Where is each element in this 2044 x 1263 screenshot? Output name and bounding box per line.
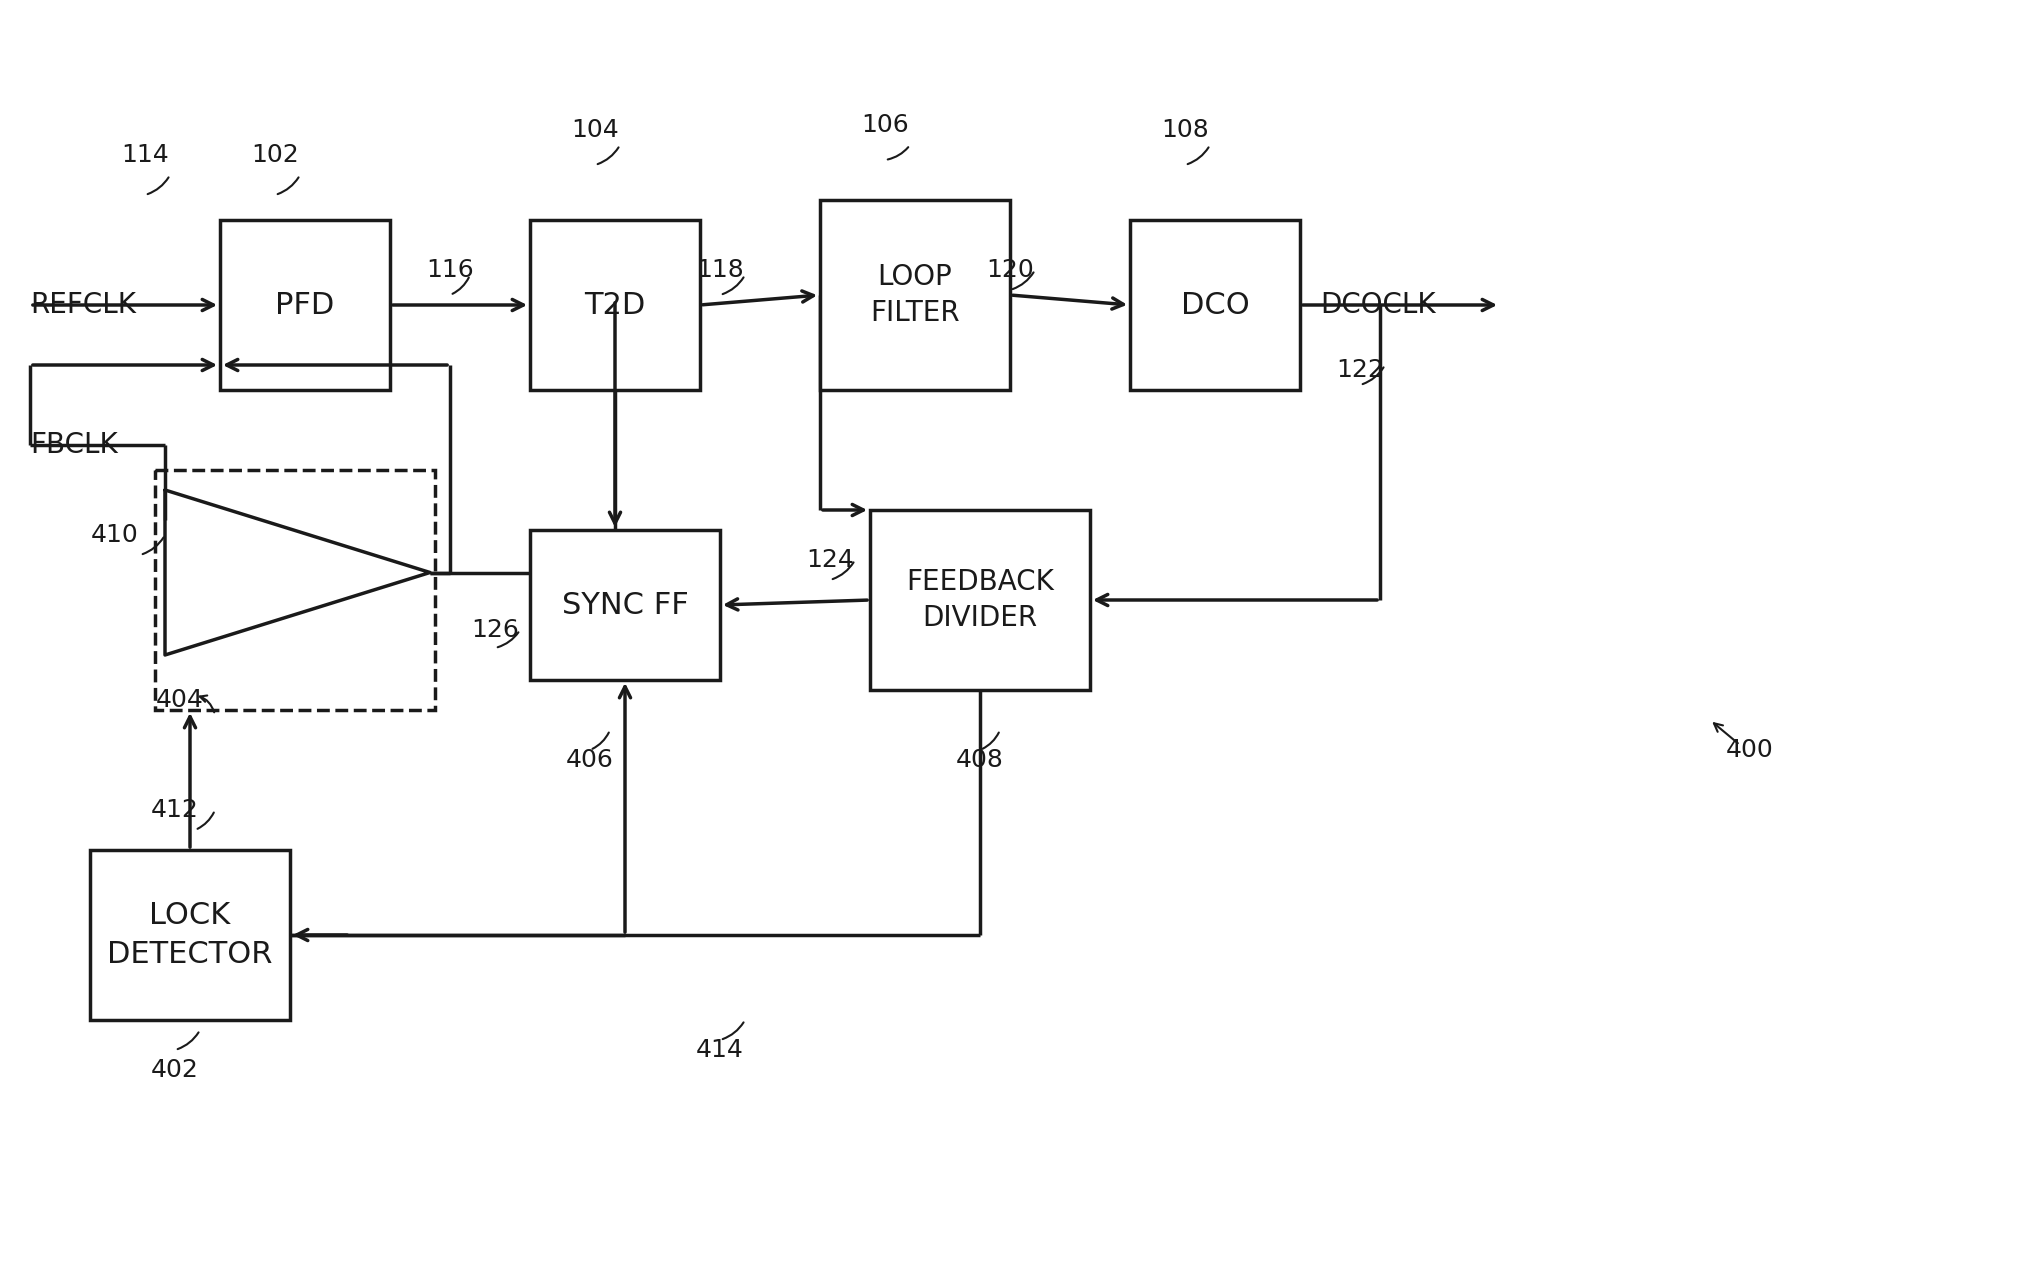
Text: 120: 120	[985, 258, 1034, 282]
Text: T2D: T2D	[585, 290, 646, 320]
Text: 406: 406	[566, 748, 613, 772]
Text: 412: 412	[151, 798, 198, 822]
Text: 108: 108	[1161, 117, 1208, 141]
Text: 104: 104	[570, 117, 619, 141]
Text: DCO: DCO	[1181, 290, 1249, 320]
Text: LOCK
DETECTOR: LOCK DETECTOR	[106, 902, 272, 969]
Text: 400: 400	[1725, 738, 1774, 762]
Text: 122: 122	[1337, 357, 1384, 381]
Text: DCOCLK: DCOCLK	[1320, 290, 1435, 320]
Text: 402: 402	[151, 1058, 198, 1082]
Text: PFD: PFD	[276, 290, 335, 320]
Text: FEEDBACK
DIVIDER: FEEDBACK DIVIDER	[905, 567, 1055, 633]
Text: 118: 118	[697, 258, 744, 282]
Text: REFCLK: REFCLK	[31, 290, 137, 320]
Text: SYNC FF: SYNC FF	[562, 591, 689, 619]
Text: 410: 410	[92, 523, 139, 547]
Bar	[221, 220, 390, 390]
Text: 404: 404	[155, 688, 204, 712]
Text: 106: 106	[861, 112, 910, 136]
Bar	[871, 510, 1089, 690]
Text: 126: 126	[470, 618, 519, 642]
Text: 102: 102	[251, 143, 298, 167]
Text: FBCLK: FBCLK	[31, 431, 119, 458]
Text: 124: 124	[805, 548, 854, 572]
Text: 116: 116	[425, 258, 474, 282]
Bar	[155, 470, 435, 710]
Bar	[529, 220, 699, 390]
Text: 414: 414	[697, 1038, 744, 1062]
Bar	[529, 530, 719, 679]
Text: 408: 408	[957, 748, 1004, 772]
Bar	[820, 200, 1010, 390]
Text: LOOP
FILTER: LOOP FILTER	[871, 263, 961, 327]
Text: 114: 114	[121, 143, 170, 167]
Bar	[1130, 220, 1300, 390]
Bar	[90, 850, 290, 1021]
